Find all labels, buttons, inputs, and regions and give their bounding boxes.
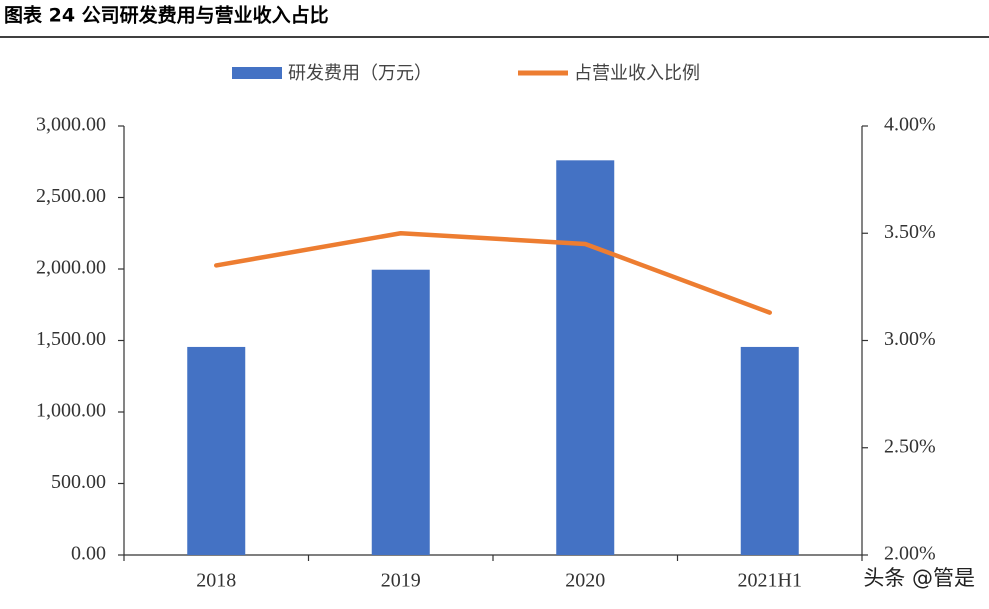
bar: [187, 346, 246, 555]
y2-tick-label: 2.00%: [884, 543, 936, 565]
x-tick-label: 2019: [381, 570, 421, 592]
y2-tick-label: 3.00%: [884, 328, 936, 350]
legend-label: 占营业收入比例: [574, 63, 700, 84]
y2-tick-label: 4.00%: [884, 114, 936, 136]
bar: [556, 160, 615, 555]
y-tick-label: 2,500.00: [36, 185, 106, 207]
bar: [740, 346, 799, 555]
y-tick-label: 2,000.00: [36, 257, 106, 279]
y-tick-label: 1,500.00: [36, 328, 106, 350]
y-tick-label: 1,000.00: [36, 400, 106, 422]
y2-tick-label: 2.50%: [884, 435, 936, 457]
x-tick-label: 2021H1: [738, 570, 802, 592]
x-tick-label: 2018: [196, 570, 236, 592]
y-tick-label: 3,000.00: [36, 114, 106, 136]
x-tick-label: 2020: [565, 570, 605, 592]
legend-swatch: [232, 67, 282, 79]
y2-tick-label: 3.50%: [884, 221, 936, 243]
line: [214, 231, 772, 315]
y-tick-label: 0.00: [71, 543, 106, 565]
watermark: 头条 @管是: [863, 566, 975, 590]
bar: [371, 269, 430, 555]
chart-title: 图表 24 公司研发费用与营业收入占比: [4, 4, 329, 27]
y-tick-label: 500.00: [51, 471, 106, 493]
legend-label: 研发费用（万元）: [288, 63, 432, 84]
